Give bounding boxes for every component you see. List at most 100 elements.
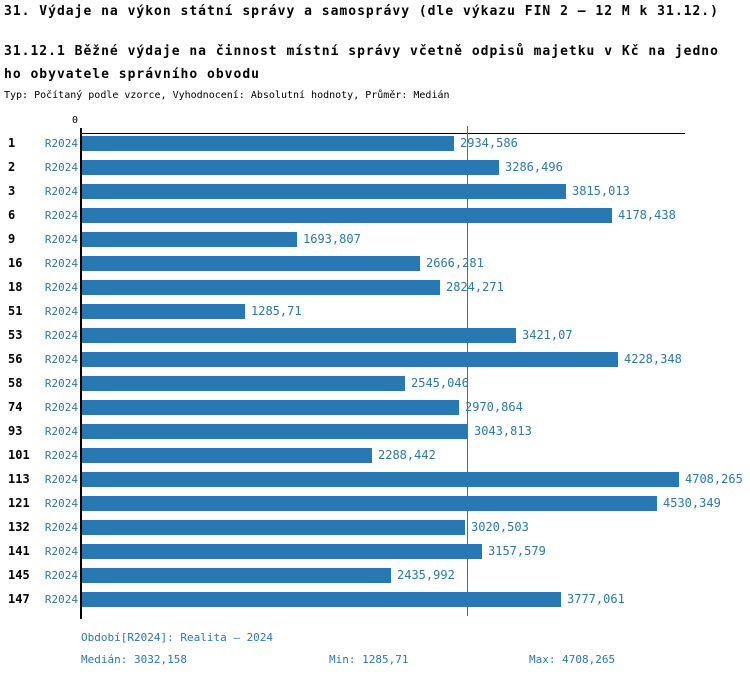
footer-median-stat: Medián: 3032,158 (81, 653, 187, 666)
row-series-label: R2024 (44, 521, 78, 534)
chart-row: 1 R2024 2934,586 (0, 136, 750, 151)
footer-min-stat: Min: 1285,71 (329, 653, 409, 666)
value-bar (82, 568, 391, 583)
row-series-label: R2024 (44, 569, 78, 582)
chart-row: 132 R2024 3020,503 (0, 520, 750, 535)
value-bar (82, 136, 454, 151)
value-bar (82, 352, 618, 367)
row-category-label: 3 (8, 184, 16, 198)
chart-row: 147 R2024 3777,061 (0, 592, 750, 607)
bar-value-label: 2545,046 (411, 376, 469, 390)
value-bar (82, 592, 561, 607)
bar-value-label: 2970,864 (465, 400, 523, 414)
row-category-label: 113 (8, 472, 30, 486)
row-category-label: 141 (8, 544, 30, 558)
bar-value-label: 2435,992 (397, 568, 455, 582)
bar-value-label: 2288,442 (378, 448, 436, 462)
x-axis-line (80, 133, 685, 134)
value-bar (82, 544, 482, 559)
row-series-label: R2024 (44, 281, 78, 294)
y-axis-line (80, 128, 82, 619)
row-series-label: R2024 (44, 545, 78, 558)
row-category-label: 58 (8, 376, 23, 390)
row-category-label: 147 (8, 592, 30, 606)
chart-subtitle-line2: ho obyvatele správního obvodu (4, 67, 260, 82)
bar-value-label: 3421,07 (522, 328, 573, 342)
value-bar (82, 448, 372, 463)
row-category-label: 51 (8, 304, 23, 318)
row-series-label: R2024 (44, 209, 78, 222)
row-category-label: 56 (8, 352, 23, 366)
chart-row: 113 R2024 4708,265 (0, 472, 750, 487)
x-axis-zero-tick-label: 0 (72, 115, 79, 126)
row-category-label: 101 (8, 448, 30, 462)
chart-row: 51 R2024 1285,71 (0, 304, 750, 319)
chart-row: 18 R2024 2824,271 (0, 280, 750, 295)
row-category-label: 121 (8, 496, 30, 510)
row-category-label: 2 (8, 160, 16, 174)
chart-row: 58 R2024 2545,046 (0, 376, 750, 391)
row-series-label: R2024 (44, 593, 78, 606)
chart-row: 53 R2024 3421,07 (0, 328, 750, 343)
row-series-label: R2024 (44, 401, 78, 414)
value-bar (82, 304, 245, 319)
bar-value-label: 2934,586 (460, 136, 518, 150)
value-bar (82, 208, 612, 223)
value-bar (82, 400, 459, 415)
bar-value-label: 2824,271 (446, 280, 504, 294)
row-category-label: 93 (8, 424, 23, 438)
value-bar (82, 424, 468, 439)
chart-row: 93 R2024 3043,813 (0, 424, 750, 439)
row-category-label: 16 (8, 256, 23, 270)
row-series-label: R2024 (44, 425, 78, 438)
chart-subtitle-line1: 31.12.1 Běžné výdaje na činnost místní s… (4, 44, 719, 59)
bar-value-label: 4228,348 (624, 352, 682, 366)
bar-value-label: 3043,813 (474, 424, 532, 438)
row-series-label: R2024 (44, 137, 78, 150)
bar-value-label: 3286,496 (505, 160, 563, 174)
row-category-label: 74 (8, 400, 23, 414)
chart-row: 101 R2024 2288,442 (0, 448, 750, 463)
row-series-label: R2024 (44, 449, 78, 462)
value-bar (82, 232, 297, 247)
bar-value-label: 3157,579 (488, 544, 546, 558)
bar-value-label: 4708,265 (685, 472, 743, 486)
row-series-label: R2024 (44, 305, 78, 318)
bar-value-label: 3777,061 (567, 592, 625, 606)
value-bar (82, 184, 566, 199)
chart-row: 6 R2024 4178,438 (0, 208, 750, 223)
chart-row: 2 R2024 3286,496 (0, 160, 750, 175)
row-category-label: 132 (8, 520, 30, 534)
row-category-label: 53 (8, 328, 23, 342)
row-series-label: R2024 (44, 473, 78, 486)
value-bar (82, 160, 499, 175)
row-category-label: 145 (8, 568, 30, 582)
bar-value-label: 1693,807 (303, 232, 361, 246)
value-bar (82, 472, 679, 487)
row-series-label: R2024 (44, 257, 78, 270)
bar-value-label: 3020,503 (471, 520, 529, 534)
row-series-label: R2024 (44, 233, 78, 246)
row-series-label: R2024 (44, 353, 78, 366)
chart-row: 141 R2024 3157,579 (0, 544, 750, 559)
chart-row: 145 R2024 2435,992 (0, 568, 750, 583)
chart-row: 3 R2024 3815,013 (0, 184, 750, 199)
row-category-label: 9 (8, 232, 16, 246)
row-category-label: 1 (8, 136, 16, 150)
value-bar (82, 520, 465, 535)
page-title: 31. Výdaje na výkon státní správy a samo… (4, 4, 719, 19)
row-series-label: R2024 (44, 185, 78, 198)
value-bar (82, 280, 440, 295)
row-category-label: 6 (8, 208, 16, 222)
chart-meta-info: Typ: Počítaný podle vzorce, Vyhodnocení:… (4, 90, 450, 101)
chart-row: 121 R2024 4530,349 (0, 496, 750, 511)
value-bar (82, 376, 405, 391)
value-bar (82, 328, 516, 343)
chart-row: 9 R2024 1693,807 (0, 232, 750, 247)
footer-max-stat: Max: 4708,265 (529, 653, 616, 666)
row-category-label: 18 (8, 280, 23, 294)
bar-value-label: 4178,438 (618, 208, 676, 222)
chart-row: 16 R2024 2666,281 (0, 256, 750, 271)
bar-value-label: 2666,281 (426, 256, 484, 270)
